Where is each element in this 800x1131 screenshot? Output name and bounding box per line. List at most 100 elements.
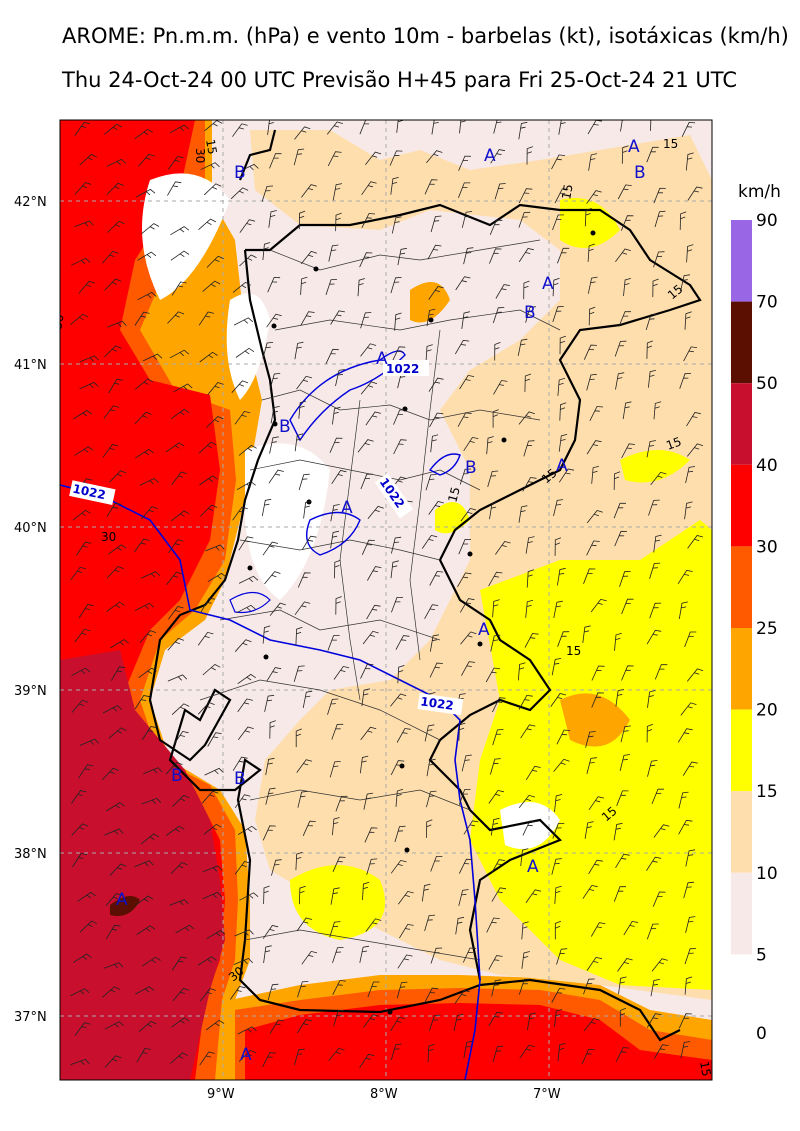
wind-barb (490, 817, 500, 836)
wind-20-25-patch (410, 282, 450, 323)
wind-barb (678, 1013, 692, 1029)
wind-barb (330, 530, 340, 549)
wind-barb (459, 374, 475, 390)
wind-barb (461, 211, 473, 228)
low-pressure-marker: B (279, 417, 291, 437)
wind-barb (652, 891, 666, 907)
wind-barb (491, 979, 502, 997)
wind-barb (265, 787, 276, 805)
wind-barb (268, 210, 277, 228)
wind-barb (583, 568, 596, 584)
wind-barb (551, 154, 566, 170)
wind-barb (525, 889, 541, 904)
wind-barb (362, 630, 379, 645)
wind-barb (583, 978, 595, 995)
high-pressure-marker: A (527, 857, 539, 877)
wind-barb (74, 220, 94, 228)
wind-barb (582, 884, 598, 899)
wind-barb (367, 981, 380, 998)
wind-barb (233, 958, 253, 965)
wind-barb (232, 123, 248, 137)
wind-barb (586, 190, 602, 204)
wind-barb (389, 150, 403, 166)
wind-barb (648, 499, 660, 516)
wind-barb (139, 478, 159, 486)
wind-barb (71, 823, 89, 836)
wind-barb (518, 978, 531, 995)
wind-barb (108, 544, 127, 555)
wind-barb (206, 255, 224, 268)
wind-barb (587, 276, 598, 294)
wind-barb (359, 252, 373, 268)
wind-barb (168, 155, 184, 170)
speed-label: 15 (566, 644, 581, 658)
high-pressure-marker: A (240, 1045, 252, 1065)
wind-barb (202, 280, 221, 292)
wind-barb (77, 891, 96, 902)
wind-barb (261, 498, 272, 517)
wind-barb (518, 248, 534, 263)
wind-barb (453, 1014, 464, 1032)
wind-barb (198, 311, 214, 326)
wind-barb (172, 794, 190, 807)
wind-barb (454, 990, 470, 1004)
wind-barb (197, 631, 214, 646)
wind-barb (520, 724, 536, 739)
wind-barb (495, 284, 510, 299)
wind-barb (134, 895, 154, 907)
wind-barb (300, 250, 318, 265)
wind-barb (646, 440, 656, 458)
wind-barb (426, 150, 443, 164)
wind-barb (266, 313, 282, 328)
wind-barb (618, 311, 632, 327)
wind-barb (262, 541, 279, 556)
wind-barb (618, 976, 627, 995)
wind-barb (622, 401, 632, 420)
wind-barb (455, 916, 465, 935)
wind-barb (264, 694, 275, 712)
wind-barb (107, 320, 127, 328)
wind-barb (677, 569, 693, 585)
wind-barb (108, 727, 127, 739)
low-pressure-marker: B (465, 458, 477, 478)
wind-barb (133, 538, 150, 553)
wind-barb (678, 819, 693, 835)
wind-barb (170, 226, 190, 236)
wind-barb (106, 182, 124, 195)
wind-barb (165, 442, 185, 453)
wind-barb (362, 881, 370, 901)
wind-barb (426, 819, 433, 838)
wind-barb (197, 702, 215, 715)
wind-barb (261, 185, 274, 202)
wind-barb (233, 317, 254, 326)
wind-barb (103, 962, 124, 969)
wind-barbs (70, 120, 704, 1068)
wind-barb (332, 817, 340, 836)
wind-barb (262, 925, 279, 939)
wind-15-20-patch (290, 865, 385, 940)
wind-barb (553, 600, 563, 618)
wind-barb (74, 1022, 91, 1036)
wind-barb (553, 758, 570, 772)
wind-barb (495, 541, 511, 555)
wind-barb (269, 1019, 285, 1034)
wind-barb (332, 856, 346, 872)
wind-barb (554, 885, 562, 904)
wind-barb (365, 918, 382, 932)
wind-barb (394, 312, 402, 331)
wind-barb (141, 726, 157, 741)
wind-barb (590, 598, 607, 613)
wind-barb (79, 920, 98, 933)
wind-barb (138, 667, 157, 679)
wind-barb (102, 705, 123, 714)
wind-barb (135, 448, 154, 459)
isobar-label: 1022 (420, 694, 455, 713)
wind-barb (558, 468, 575, 483)
wind-barb (582, 625, 591, 644)
colorbar-segment (731, 791, 752, 873)
wind-barb (621, 145, 629, 164)
wind-barb (360, 343, 377, 357)
lon-label: 8°W (370, 1087, 398, 1102)
calm-area (226, 293, 270, 400)
